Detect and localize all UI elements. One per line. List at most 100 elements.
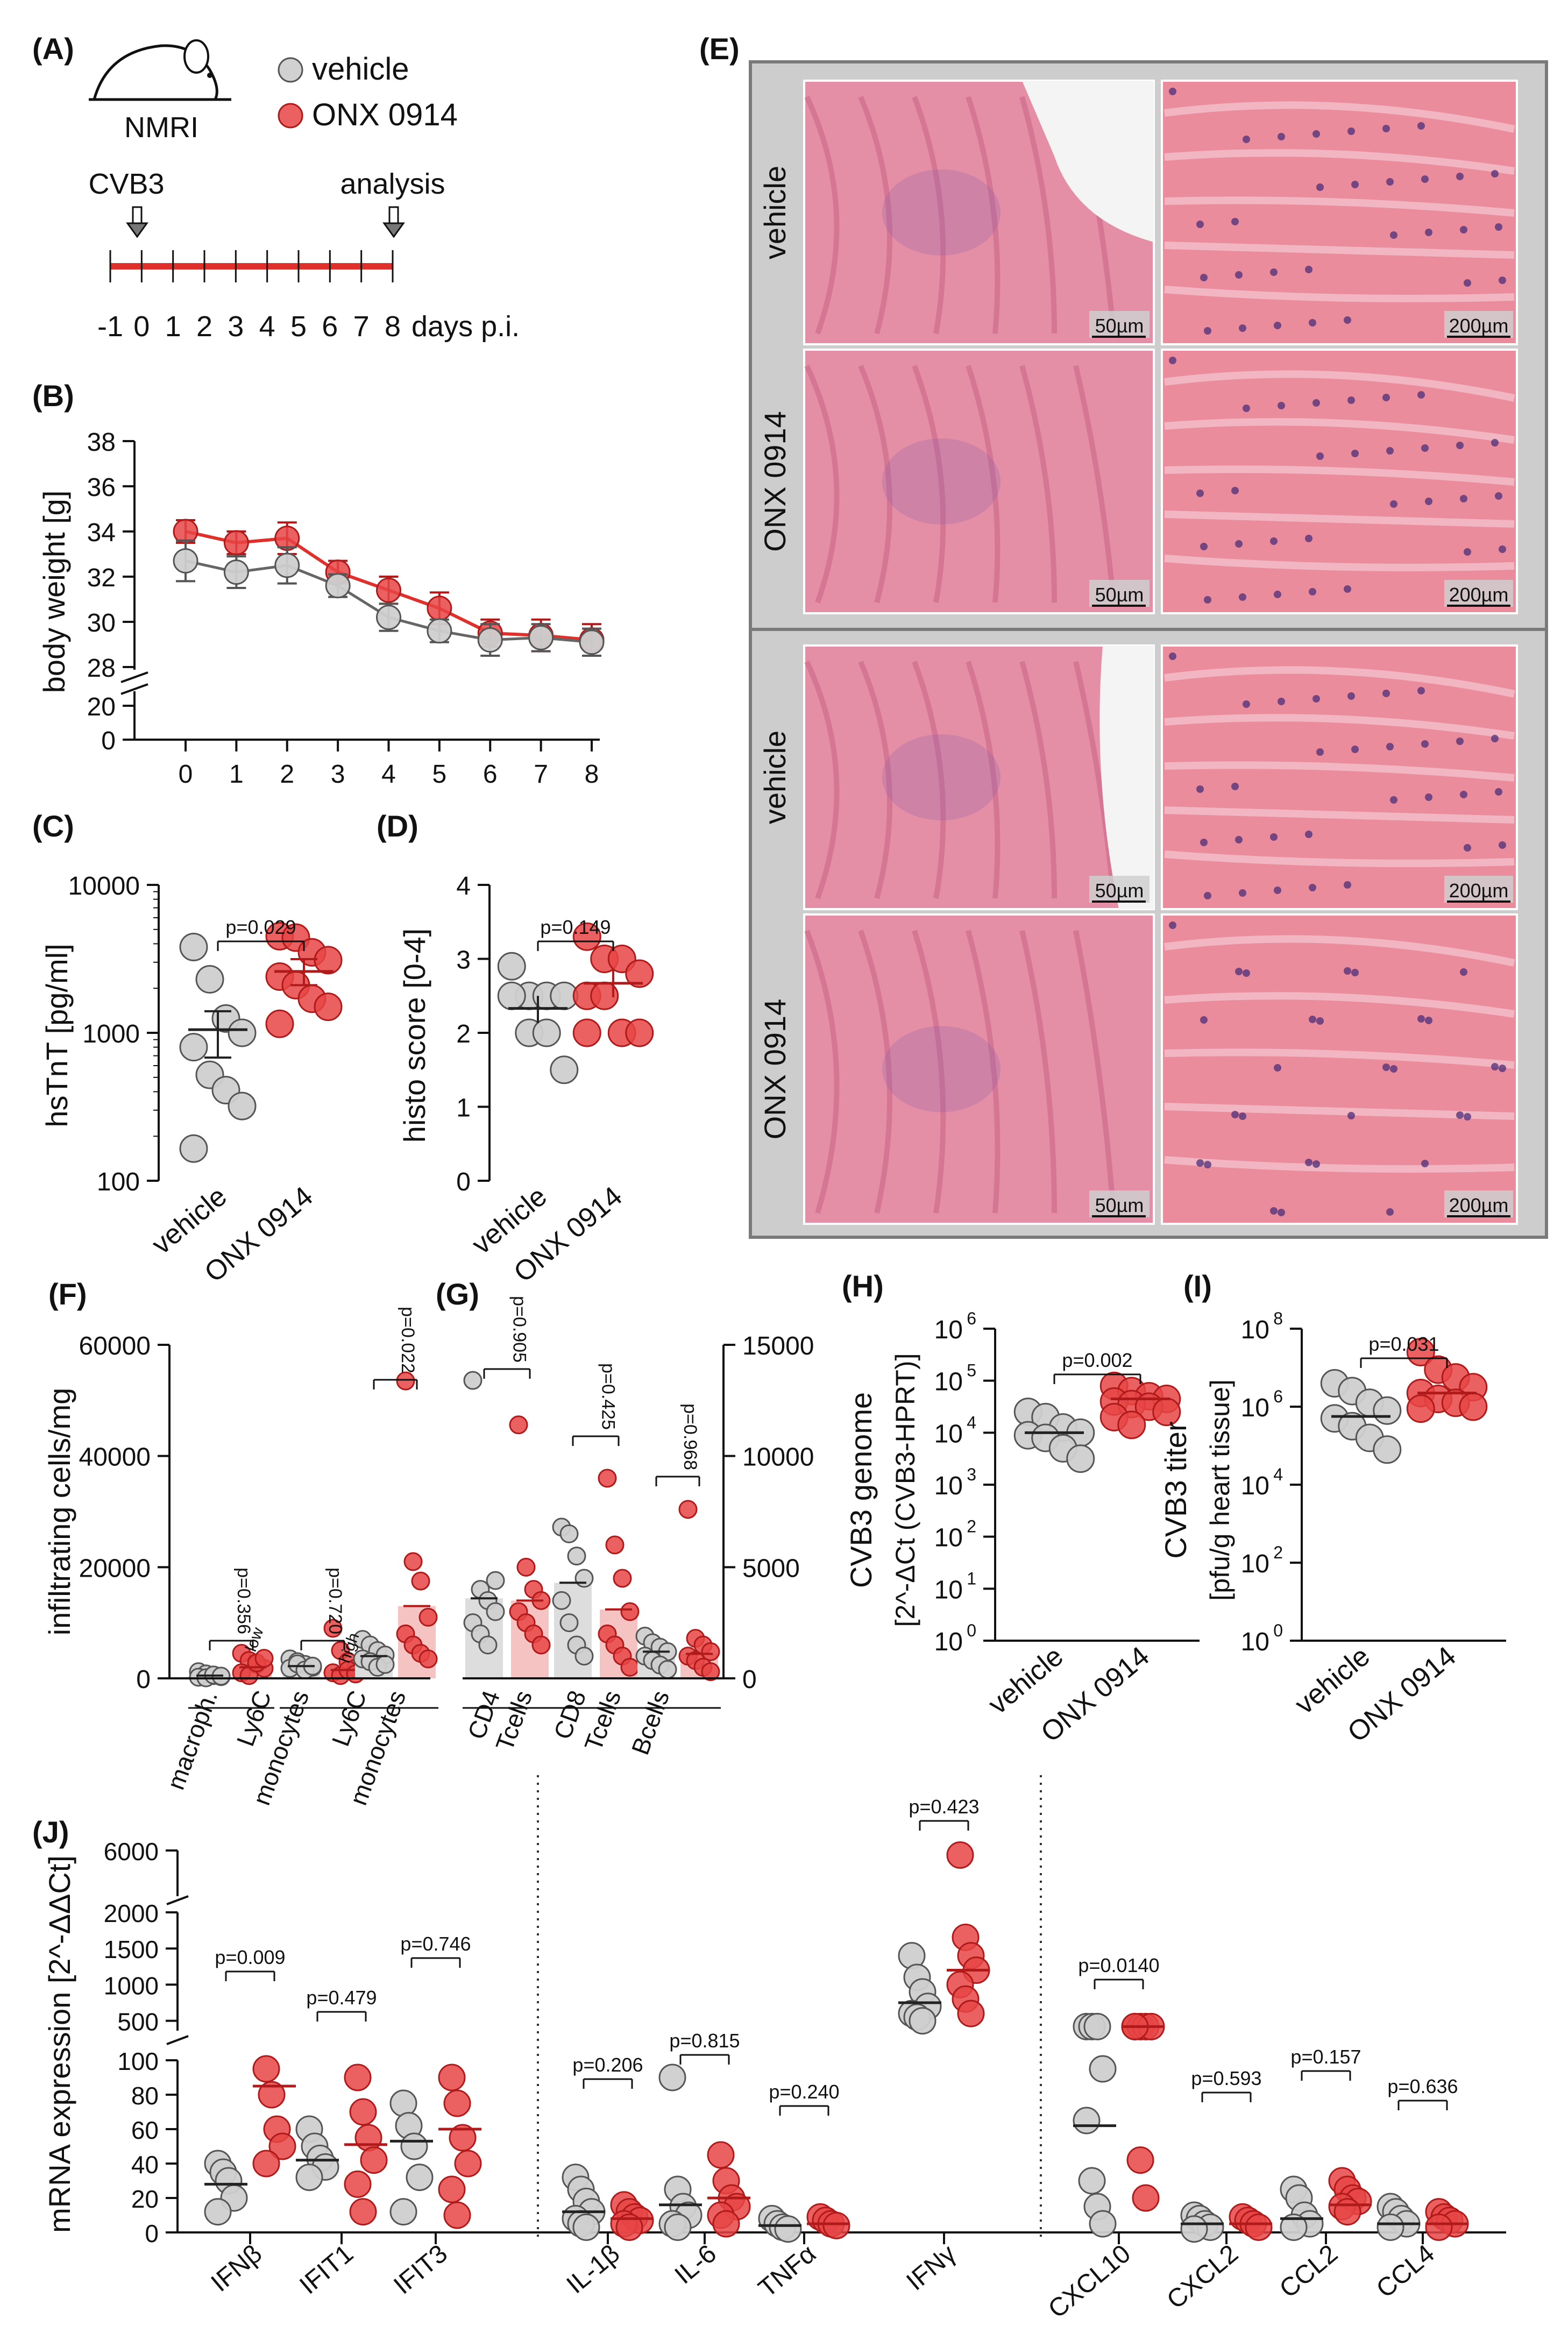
e-fiber-left-1-2	[912, 365, 946, 603]
b-xtick-label-1: 1	[229, 760, 244, 789]
e-nucleus-0-29	[1305, 266, 1312, 273]
f-bracket-1-label: p=0.720	[325, 1568, 345, 1634]
e-nucleus-2-8	[1425, 793, 1432, 801]
g-ytick-label-0: 0	[742, 1665, 757, 1694]
j-x-label-7: CXCL10	[1043, 2239, 1136, 2324]
legend-onx-label: ONX 0914	[312, 97, 458, 132]
e-nucleus-1-12	[1386, 447, 1394, 455]
j-point-4-1-5	[712, 2210, 740, 2238]
j-point-3-0-6	[572, 2213, 600, 2241]
e-fiber-left-1-1	[858, 365, 892, 604]
j-ytick-label-6000: 6000	[104, 1838, 159, 1866]
i-ytick-exp-2: 2	[1273, 1543, 1283, 1562]
b-ytick-label-30: 30	[87, 609, 116, 637]
g-point-1-1-0	[598, 1469, 617, 1488]
e-nucleus-2-11	[1312, 695, 1320, 703]
i-ytick-base-2: 10	[1241, 1550, 1269, 1578]
b-xtick-label-3: 3	[331, 760, 345, 789]
e-scale-box-right-3	[1444, 1190, 1513, 1217]
timeline-day-0: -1	[97, 310, 123, 343]
e-nucleus-1-7	[1351, 450, 1359, 457]
g-point-2-0-7	[658, 1660, 677, 1679]
b-xtick-label-8: 8	[585, 760, 599, 789]
e-fiber-left-3-0	[804, 930, 840, 1214]
e-nucleus-0-28	[1231, 218, 1239, 225]
panel-letter-F: (F)	[48, 1277, 87, 1311]
e-nucleus-0-15	[1274, 322, 1281, 329]
e-fiber-left-2-1	[858, 661, 892, 899]
j-ytick-label-1500: 1500	[104, 1935, 159, 1963]
e-nucleus-2-7	[1351, 746, 1359, 753]
e-nucleus-3-21	[1382, 1063, 1390, 1071]
e-row-label-3: ONX 0914	[758, 999, 792, 1140]
panel-letter-G: (G)	[436, 1277, 479, 1311]
b-ytick-label-28: 28	[87, 654, 116, 683]
e-nucleus-2-6	[1278, 698, 1285, 705]
h-y-label: CVB3 genome	[844, 1392, 878, 1588]
e-nucleus-3-17	[1421, 1160, 1429, 1167]
e-nucleus-3-10	[1239, 1112, 1246, 1120]
e-fiber-left-3-2	[912, 930, 946, 1214]
h-point-1-7	[1152, 1398, 1181, 1427]
j-point-1-1-5	[349, 2198, 377, 2226]
e-nucleus-3-26	[1417, 1015, 1425, 1023]
j-point-1-1-3	[360, 2146, 388, 2174]
e-scale-box-left-3	[1089, 1190, 1150, 1217]
e-scale-box-right-1	[1444, 580, 1513, 607]
j-point-6-0-6	[909, 2007, 936, 2035]
panel-letter-B: (B)	[32, 379, 74, 413]
h-ytick-exp-5: 5	[967, 1361, 976, 1380]
e-nucleus-0-2	[1316, 183, 1324, 191]
e-nucleus-2-26	[1417, 687, 1425, 694]
g-point-2-1-0	[678, 1500, 698, 1519]
timeline-day-8: 7	[353, 310, 370, 343]
e-nucleus-2-18	[1495, 788, 1502, 796]
e-nucleus-1-29	[1305, 535, 1312, 542]
i-ytick-exp-0: 0	[1273, 1621, 1283, 1640]
e-nucleus-2-17	[1421, 740, 1429, 748]
i-point-0-7	[1373, 1435, 1402, 1464]
j-x-label-6: IFNγ	[901, 2239, 961, 2296]
j-x-label-1: IFIT1	[294, 2239, 359, 2300]
c-ytick-label-100: 100	[97, 1168, 140, 1196]
e-nucleus-0-11	[1312, 130, 1320, 138]
e-fiber-right-2-3	[1164, 806, 1515, 824]
e-nucleus-0-20	[1309, 319, 1316, 327]
e-nucleus-1-9	[1499, 545, 1506, 553]
f-ytick-label-20000: 20000	[79, 1554, 151, 1583]
h-ytick-exp-2: 2	[967, 1517, 976, 1536]
timeline-day-4: 3	[228, 310, 244, 343]
analysis-arrow-icon-shaft	[388, 206, 399, 224]
j-point-5-1-3	[822, 2211, 850, 2239]
j-point-4-0-0	[658, 2064, 686, 2091]
b-point-0-0	[173, 548, 198, 574]
h-ytick-exp-0: 0	[967, 1621, 976, 1640]
e-nucleus-1-3	[1390, 500, 1397, 508]
j-point-2-1-5	[443, 2201, 471, 2229]
b-xtick-label-4: 4	[381, 760, 396, 789]
b-axis-break	[120, 671, 148, 683]
e-nucleus-1-14	[1200, 543, 1208, 550]
c-y-label: hsTnT [pg/ml]	[40, 944, 74, 1127]
h-ytick-exp-1: 1	[967, 1569, 976, 1588]
e-infiltrate-left-2	[882, 734, 1001, 820]
e-nucleus-2-0	[1169, 653, 1176, 660]
j-point-2-1-0	[438, 2064, 466, 2091]
j-point-9-0-4	[1280, 2213, 1308, 2241]
timeline-day-7: 6	[322, 310, 338, 343]
g-point-0-0-3	[486, 1602, 505, 1621]
e-nucleus-2-27	[1491, 735, 1499, 742]
b-y-label: body weight [g]	[37, 491, 71, 693]
i-y-label-2: [pfu/g heart tissue]	[1205, 1379, 1235, 1600]
e-nucleus-1-17	[1421, 444, 1429, 452]
b-xtick-label-6: 6	[483, 760, 498, 789]
e-fiber-right-0-1	[1164, 149, 1515, 175]
d-point-0-6	[532, 1018, 561, 1047]
c-point-0-3	[228, 1018, 257, 1047]
e-fiber-right-2-2	[1164, 761, 1515, 782]
j-point-2-0-2	[400, 2132, 428, 2160]
e-nucleus-1-25	[1344, 585, 1351, 593]
e-nucleus-0-14	[1200, 274, 1208, 281]
